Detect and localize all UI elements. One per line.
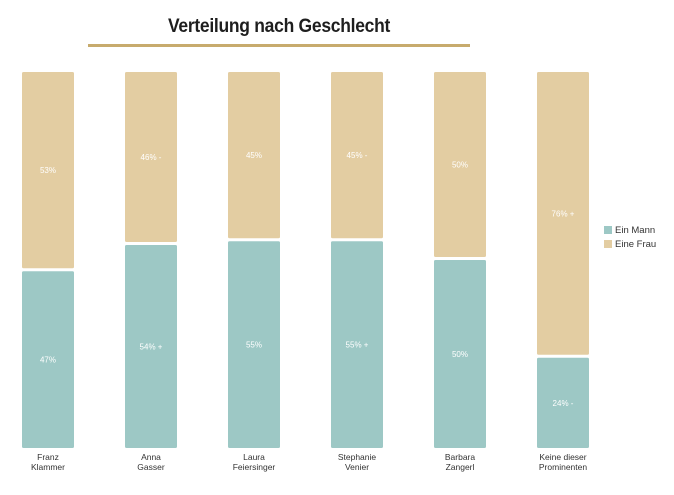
bar-ein-mann-3	[331, 241, 383, 448]
legend-item-eine-frau[interactable]: Eine Frau	[604, 237, 656, 251]
category-label-0: Franz Klammer	[31, 452, 65, 472]
category-label-5: Keine dieser Prominenten	[539, 452, 587, 472]
title-underline	[88, 44, 470, 47]
legend-swatch-ein-mann	[604, 226, 612, 234]
category-label-2: Laura Feiersinger	[233, 452, 276, 472]
bar-ein-mann-0	[22, 271, 74, 448]
data-label-ein-mann-3: 55% +	[346, 341, 369, 350]
data-label-eine-frau-2: 45%	[246, 151, 262, 160]
bar-eine-frau-0	[22, 72, 74, 269]
data-label-ein-mann-5: 24% -	[553, 399, 574, 408]
category-label-1: Anna Gasser	[137, 452, 165, 472]
bar-eine-frau-3	[331, 72, 383, 239]
category-label-4: Barbara Zangerl	[445, 452, 476, 472]
data-label-eine-frau-5: 76% +	[552, 209, 575, 218]
data-label-ein-mann-1: 54% +	[140, 342, 163, 351]
data-label-eine-frau-4: 50%	[452, 161, 468, 170]
legend-label-ein-mann: Ein Mann	[615, 224, 656, 236]
bar-ein-mann-2	[228, 241, 280, 448]
bar-ein-mann-4	[434, 260, 486, 448]
data-label-eine-frau-3: 45% -	[347, 151, 368, 160]
chart-title: Verteilung nach Geschlecht	[167, 16, 391, 37]
data-label-ein-mann-2: 55%	[246, 341, 262, 350]
bar-eine-frau-5	[537, 72, 589, 355]
bar-ein-mann-5	[537, 357, 589, 448]
legend: Ein Mann Eine Frau	[604, 223, 656, 251]
bar-eine-frau-4	[434, 72, 486, 257]
data-label-ein-mann-0: 47%	[40, 356, 56, 365]
bar-ein-mann-1	[125, 244, 177, 448]
data-label-eine-frau-0: 53%	[40, 166, 56, 175]
legend-swatch-eine-frau	[604, 240, 612, 248]
category-label-3: Stephanie Venier	[338, 452, 377, 472]
legend-label-eine-frau: Eine Frau	[615, 238, 657, 250]
bar-eine-frau-1	[125, 72, 177, 242]
bar-eine-frau-2	[228, 72, 280, 239]
data-label-ein-mann-4: 50%	[452, 350, 468, 359]
legend-item-ein-mann[interactable]: Ein Mann	[604, 223, 656, 237]
data-label-eine-frau-1: 46% -	[141, 153, 162, 162]
